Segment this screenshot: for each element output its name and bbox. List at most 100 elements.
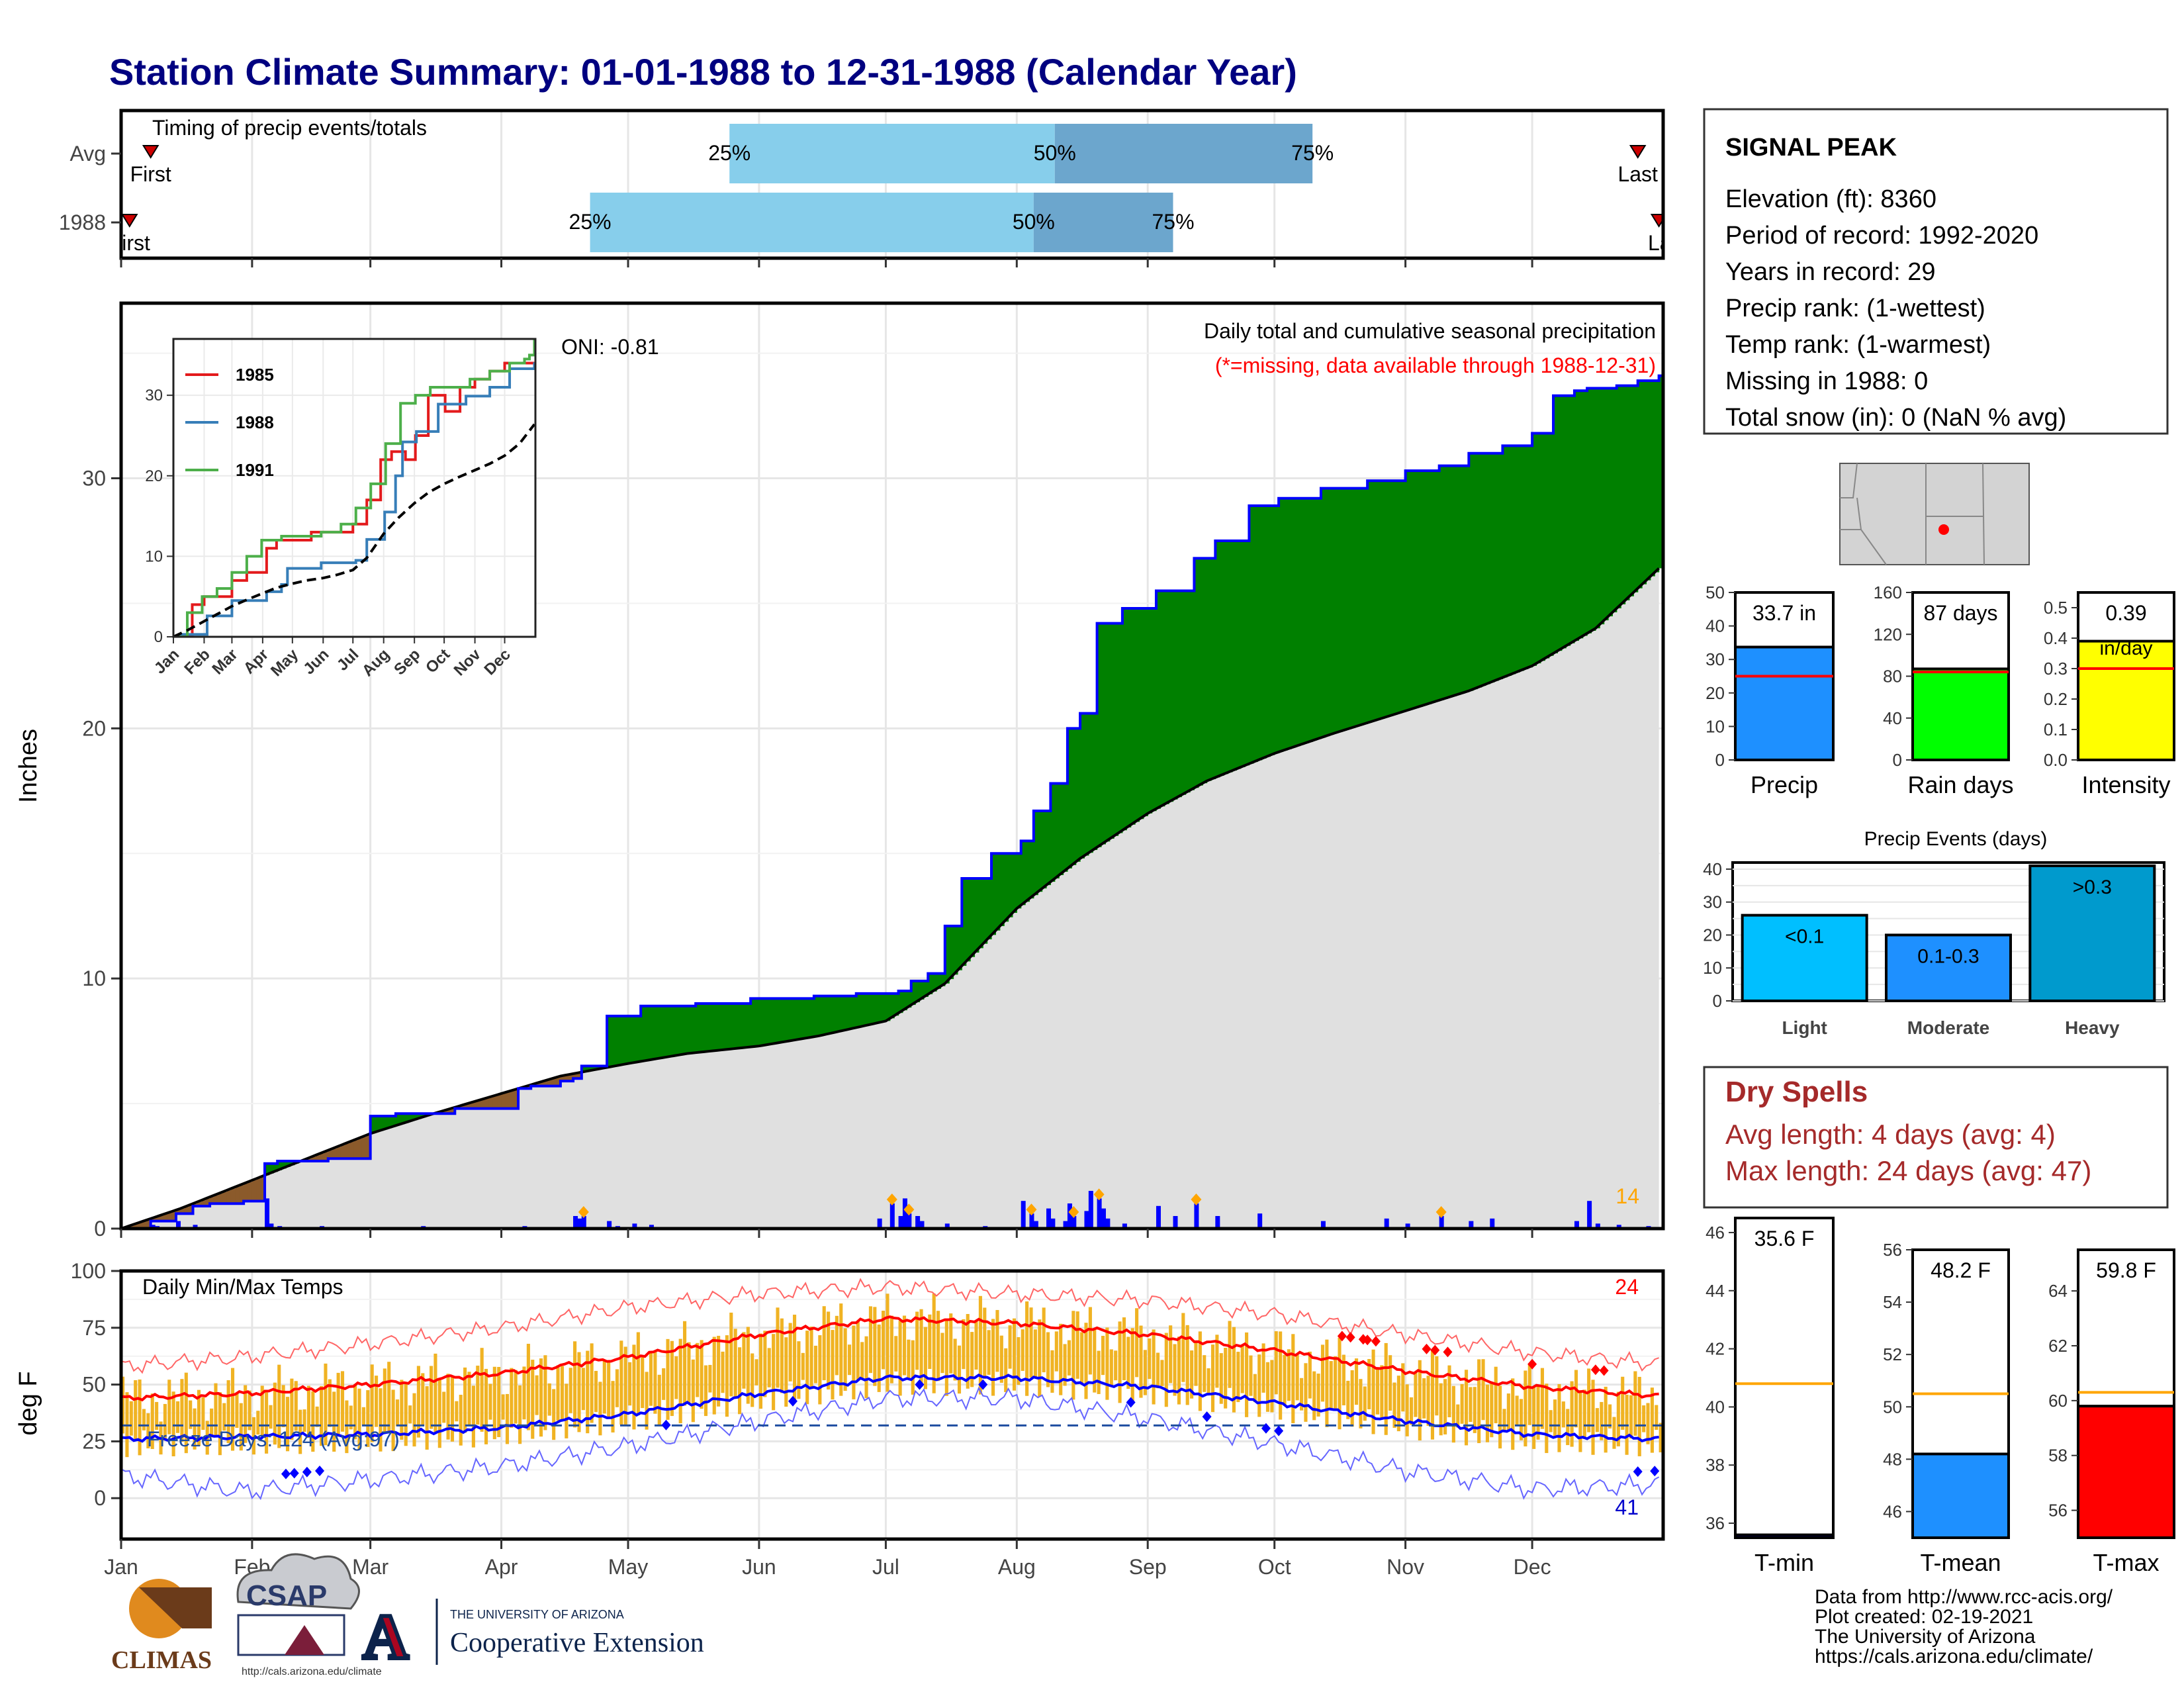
above-average-fill xyxy=(729,1003,735,1049)
daily-temp-bar xyxy=(1346,1380,1350,1419)
timing-bar-50-75 xyxy=(1054,124,1313,183)
above-average-fill xyxy=(1265,506,1271,757)
above-average-fill xyxy=(1270,506,1275,755)
below-average-fill xyxy=(167,1213,173,1221)
daily-temp-bar xyxy=(1008,1325,1012,1369)
daily-temp-bar xyxy=(1105,1327,1109,1400)
y-tick-label: 30 xyxy=(82,466,106,490)
timing-panel: 25% 50% 75% First Last 25% 50% 75% First Last Tim… xyxy=(59,109,1665,260)
above-average-fill xyxy=(1320,488,1326,738)
daily-temp-bar xyxy=(687,1342,691,1403)
rain-days-summary-y-tick-label: 160 xyxy=(1874,583,1902,602)
daily-temp-bar xyxy=(155,1401,159,1430)
ua-extension-text: Cooperative Extension xyxy=(450,1628,704,1658)
above-average-fill xyxy=(1363,488,1368,724)
above-average-fill xyxy=(704,1003,709,1052)
above-average-fill xyxy=(1114,623,1119,836)
daily-temp-bar xyxy=(446,1374,450,1440)
daily-temp-bar xyxy=(856,1321,860,1382)
daily-temp-bar xyxy=(210,1408,214,1438)
daily-temp-bar xyxy=(1017,1336,1021,1385)
above-average-fill xyxy=(1532,433,1537,666)
daily-temp-bar xyxy=(974,1321,978,1370)
daily-temp-bar xyxy=(864,1336,868,1399)
daily-temp-bar xyxy=(1240,1344,1244,1393)
daily-precip-bar xyxy=(1084,1211,1089,1229)
daily-temp-bar xyxy=(1114,1350,1118,1381)
above-average-fill xyxy=(408,1113,414,1122)
daily-temp-bar xyxy=(1210,1344,1215,1413)
daily-temp-bar xyxy=(928,1314,932,1370)
daily-temp-bar xyxy=(302,1409,306,1432)
daily-temp-bar xyxy=(1532,1387,1536,1449)
above-average-fill xyxy=(1485,453,1490,684)
daily-temp-bar xyxy=(1046,1332,1050,1387)
daily-precip-bar xyxy=(902,1198,907,1229)
daily-temp-bar xyxy=(1367,1358,1371,1409)
daily-temp-bar xyxy=(1527,1364,1531,1425)
daily-temp-bar xyxy=(1261,1343,1265,1393)
above-average-fill xyxy=(839,996,844,1031)
daily-temp-bar xyxy=(552,1389,556,1440)
extreme-precip-marker xyxy=(1093,1188,1105,1201)
above-average-fill xyxy=(882,993,887,1022)
daily-temp-bar xyxy=(1350,1370,1354,1427)
above-average-fill xyxy=(391,1115,396,1127)
station-period: Period of record: 1992-2020 xyxy=(1725,222,2038,250)
above-average-fill xyxy=(1519,445,1524,671)
below-average-fill xyxy=(357,1138,363,1159)
precip-summary-y-tick-label: 0 xyxy=(1715,750,1725,770)
above-average-fill xyxy=(889,993,895,1019)
below-average-fill xyxy=(214,1195,219,1204)
above-average-fill xyxy=(1126,608,1132,828)
daily-temp-bar xyxy=(1430,1350,1435,1440)
daily-temp-bar xyxy=(822,1306,826,1381)
above-average-fill xyxy=(649,1006,654,1060)
record-low-marker xyxy=(302,1466,312,1477)
above-average-fill xyxy=(902,991,907,1011)
timing-bar-25-50 xyxy=(590,193,1034,252)
daily-precip-bar xyxy=(581,1216,586,1229)
dry-spells: Dry Spells Avg length: 4 days (avg: 4) M… xyxy=(1703,1066,2169,1209)
precip-summary-category-label: Precip xyxy=(1751,771,1818,798)
daily-temp-bar xyxy=(138,1379,142,1456)
above-average-fill xyxy=(641,1006,646,1062)
below-average-fill xyxy=(146,1220,152,1229)
above-average-fill xyxy=(1283,498,1288,751)
above-average-fill xyxy=(1460,465,1465,694)
rain-days-summary-bar xyxy=(1911,667,2010,762)
daily-temp-bar xyxy=(1375,1369,1380,1415)
above-average-fill xyxy=(1249,506,1254,764)
precip-subtitle: Daily total and cumulative seasonal prec… xyxy=(1204,319,1656,343)
daily-temp-bar xyxy=(189,1400,193,1429)
above-average-fill xyxy=(1629,385,1634,596)
daily-temp-bar xyxy=(450,1376,455,1442)
above-average-fill xyxy=(1642,381,1647,585)
above-average-fill xyxy=(1549,433,1554,656)
daily-temp-bar xyxy=(936,1311,940,1382)
daily-temp-bar xyxy=(581,1368,585,1411)
station-precip-rank: Precip rank: (1-wettest) xyxy=(1725,295,1985,322)
daily-temp-bar xyxy=(573,1341,577,1428)
above-average-fill xyxy=(1422,471,1428,706)
below-average-fill xyxy=(497,1094,502,1109)
daily-temp-bar xyxy=(1063,1344,1067,1386)
below-average-fill xyxy=(340,1145,345,1159)
timing-panel-frame xyxy=(119,109,1665,260)
daily-temp-bar xyxy=(839,1303,843,1396)
above-average-fill xyxy=(670,1006,675,1056)
daily-precip-bar xyxy=(577,1218,582,1229)
daily-precip-bar xyxy=(265,1198,270,1229)
above-average-fill xyxy=(1506,445,1512,676)
daily-temp-bar xyxy=(1549,1410,1553,1432)
daily-temp-bar xyxy=(873,1307,877,1386)
above-average-fill xyxy=(1261,506,1267,759)
above-average-fill xyxy=(1012,853,1017,914)
daily-temp-bar xyxy=(484,1368,488,1444)
record-low-marker xyxy=(788,1395,797,1407)
daily-temp-bar xyxy=(1185,1325,1189,1405)
daily-temp-bar xyxy=(1173,1344,1177,1396)
daily-temp-bar xyxy=(1422,1378,1426,1419)
below-average-fill xyxy=(159,1215,164,1221)
daily-temp-bar xyxy=(1646,1403,1650,1444)
